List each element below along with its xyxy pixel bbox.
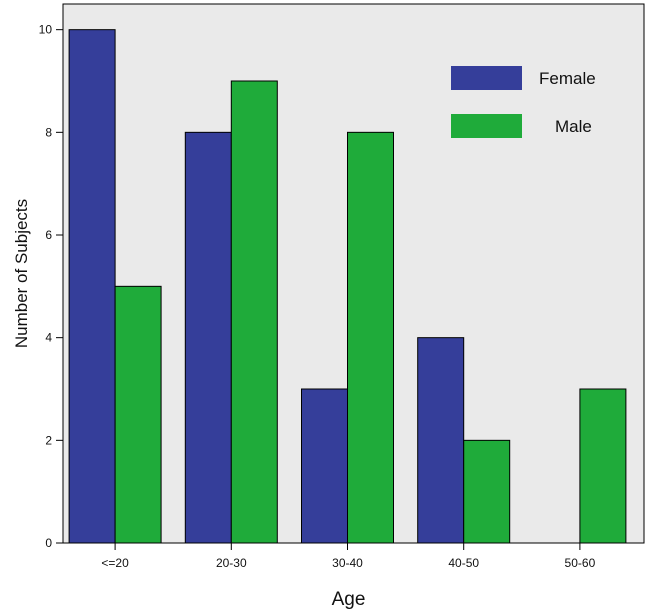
legend-label-female: Female xyxy=(539,69,596,88)
bar-female-1 xyxy=(184,131,232,544)
y-tick-label: 6 xyxy=(45,228,52,242)
y-axis-label: Number of Subjects xyxy=(12,199,31,348)
bar-male-0 xyxy=(114,285,162,544)
x-tick-label: 20-30 xyxy=(216,556,247,570)
y-tick-label: 4 xyxy=(45,331,52,345)
bar-male-2 xyxy=(347,131,394,544)
bars-layer xyxy=(68,29,627,544)
x-axis-label: Age xyxy=(332,589,366,610)
x-tick-label: 50-60 xyxy=(565,556,596,570)
x-tick-label: <=20 xyxy=(101,556,129,570)
x-tick-label: 40-50 xyxy=(448,556,479,570)
x-tick-label: 30-40 xyxy=(332,556,363,570)
legend: Female Male xyxy=(451,66,596,138)
bar-female-2 xyxy=(301,388,348,544)
bar-male-4 xyxy=(579,388,627,544)
bar-male-3 xyxy=(463,439,511,544)
legend-label-male: Male xyxy=(555,117,592,136)
bar-male-1 xyxy=(230,80,278,544)
axes-layer: 0 2 4 6 8 10 <=20 20-30 30-40 40-50 50-60 xyxy=(39,4,644,570)
legend-swatch-male xyxy=(451,114,522,138)
y-tick-label: 10 xyxy=(39,23,53,37)
bar-female-0 xyxy=(68,29,116,544)
bar-female-3 xyxy=(417,337,465,544)
y-tick-label: 2 xyxy=(45,433,52,447)
legend-swatch-female xyxy=(451,66,522,90)
y-tick-label: 8 xyxy=(45,125,52,139)
y-tick-label: 0 xyxy=(45,536,52,550)
